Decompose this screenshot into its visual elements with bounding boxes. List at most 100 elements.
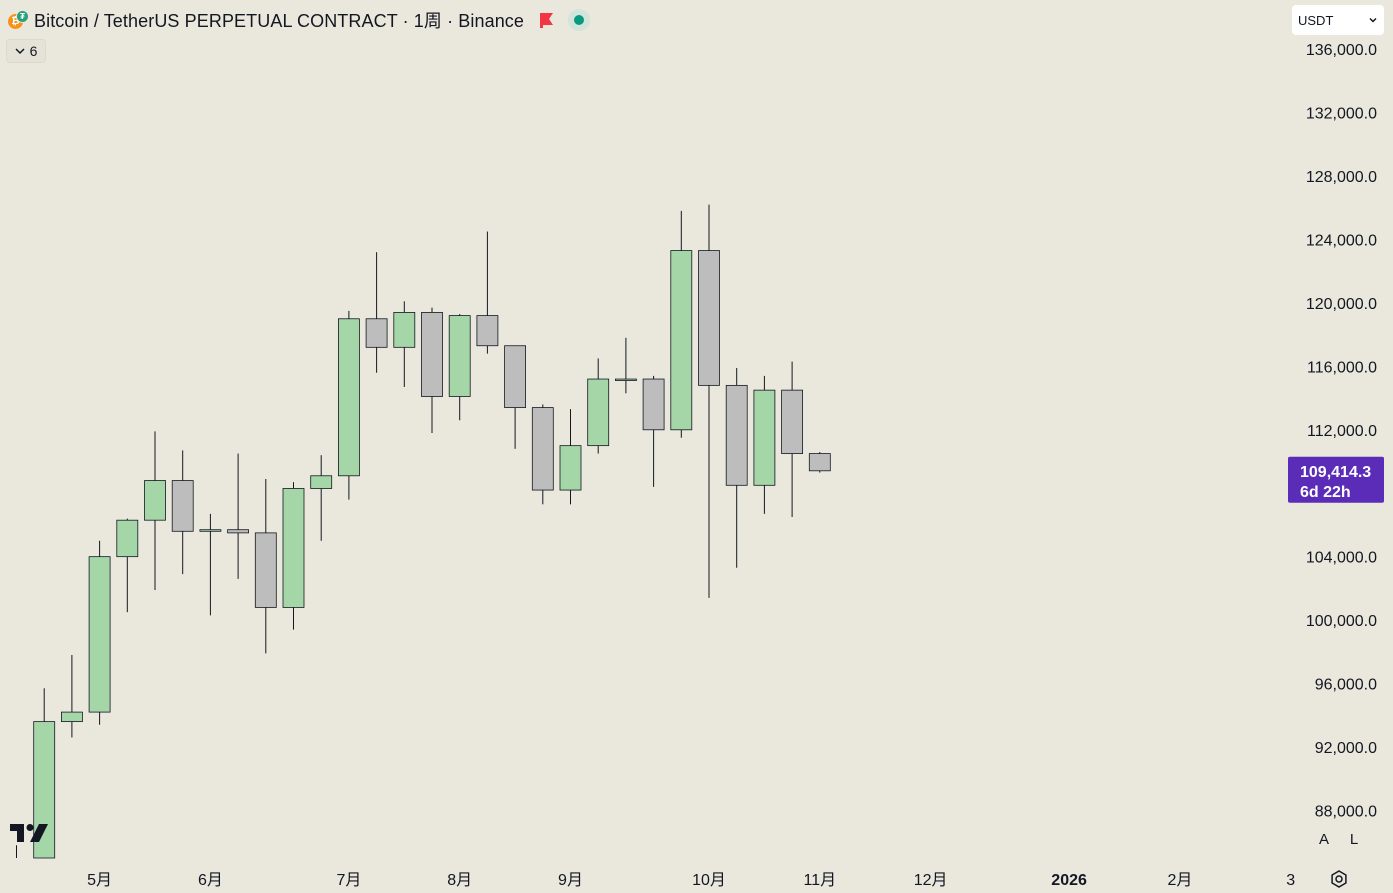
candle[interactable] [88,540,111,725]
chevron-down-icon [15,48,25,55]
candle[interactable] [61,654,83,738]
x-axis-label: 11月 [803,872,836,889]
candle-body-down [781,389,803,454]
candle-body-down [476,315,499,347]
candle-body-up [199,529,222,532]
price-scale-footer [1292,822,1393,858]
market-status-indicator[interactable] [568,9,591,31]
currency-value: USDT [1298,12,1334,28]
candle[interactable] [448,314,471,421]
settings-gear-icon[interactable] [1328,868,1350,890]
x-axis-label: 9月 [558,872,583,889]
bar-countdown: 6d 22h [1300,484,1351,501]
candle-body-down [698,250,720,386]
symbol-header: ₿ ₮ Bitcoin / TetherUS PERPETUAL CONTRAC… [8,8,591,32]
candle-body-down [531,407,554,491]
y-axis-label: 92,000.0 [1315,740,1377,757]
y-axis-label: 112,000.0 [1307,423,1377,440]
candle-body-down [254,532,277,608]
candle-body-down [725,384,748,486]
candle-body-down [227,529,250,534]
candle[interactable] [310,455,333,541]
y-axis-label: 136,000.0 [1306,42,1377,59]
candle[interactable] [227,453,250,579]
candle[interactable] [282,482,305,630]
candle-body-up [144,480,166,521]
candle-body-up [753,389,776,486]
candle[interactable] [615,337,637,394]
candle[interactable] [171,450,194,575]
candle-body-up [88,556,111,713]
x-axis-label: 8月 [447,872,472,889]
x-axis-label: 10月 [692,872,726,889]
x-axis-label: 7月 [336,872,361,889]
candle-body-up [310,475,333,489]
currency-select[interactable]: USDT [1292,5,1384,35]
candle[interactable] [587,358,610,454]
candle-body-down [808,453,831,472]
candle-body-up [448,315,471,397]
price-tag-background [1288,456,1384,503]
candle[interactable] [642,375,665,487]
x-axis-label: 5月 [87,872,112,889]
x-axis-label: 6月 [198,872,223,889]
candle[interactable] [808,451,831,473]
candle[interactable] [144,431,166,590]
x-axis-label: 2月 [1167,872,1192,889]
candle[interactable] [753,375,776,514]
tradingview-logo[interactable] [8,821,52,845]
market-open-dot [574,15,585,25]
candle[interactable] [781,361,803,518]
y-axis-label: 96,000.0 [1315,677,1377,694]
candle[interactable] [476,231,499,354]
y-axis-label: 120,000.0 [1306,296,1377,313]
auto-scale-button[interactable]: A [1318,830,1329,848]
candle[interactable] [504,345,527,449]
candle[interactable] [670,210,693,438]
candle[interactable] [199,513,222,616]
candle[interactable] [393,301,416,387]
y-axis-label: 128,000.0 [1306,169,1377,186]
candle[interactable] [725,367,748,568]
x-axis-label: 12月 [914,872,948,889]
candle[interactable] [421,307,443,433]
candle-body-down [365,318,388,348]
candle[interactable] [254,478,277,654]
candle[interactable] [365,252,388,373]
candle[interactable] [698,204,720,598]
candle-body-down [642,378,665,431]
candle-body-up [670,250,693,431]
candle-body-up [393,312,416,348]
chevron-down-icon [1369,17,1377,23]
candle[interactable] [531,404,554,505]
candle-body-up [587,378,610,447]
tether-icon: ₮ [16,10,29,23]
symbol-title[interactable]: Bitcoin / TetherUS PERPETUAL CONTRACT · … [34,11,525,31]
candle-body-down [171,480,194,532]
y-axis-label: 132,000.0 [1306,106,1377,123]
log-scale-button[interactable]: L [1349,830,1359,848]
last-price-value: 109,414.3 [1300,464,1371,481]
candle-body-up [282,488,305,608]
red-flag-icon[interactable] [538,12,554,28]
y-axis-label: 88,000.0 [1315,803,1377,820]
candle-body-up [337,318,360,477]
candle[interactable] [337,310,360,500]
candle-body-up [33,721,56,859]
candle-body-down [421,312,443,397]
candle-body-up [559,445,582,491]
candle-body-up [61,711,83,723]
candle-body-up [116,519,139,558]
y-axis-label: 116,000.0 [1307,359,1377,376]
last-price-tag[interactable]: 109,414.3 6d 22h [1288,456,1384,503]
indicators-count: 6 [29,43,38,59]
candle[interactable] [559,409,582,505]
y-axis-label: 124,000.0 [1306,232,1377,249]
y-axis-label: 100,000.0 [1306,613,1377,630]
candle-body-up [615,378,637,381]
indicators-toggle-button[interactable]: 6 [6,39,46,63]
candle[interactable] [116,518,139,613]
symbol-icon: ₿ ₮ [8,10,29,30]
y-axis-label: 104,000.0 [1306,550,1377,567]
